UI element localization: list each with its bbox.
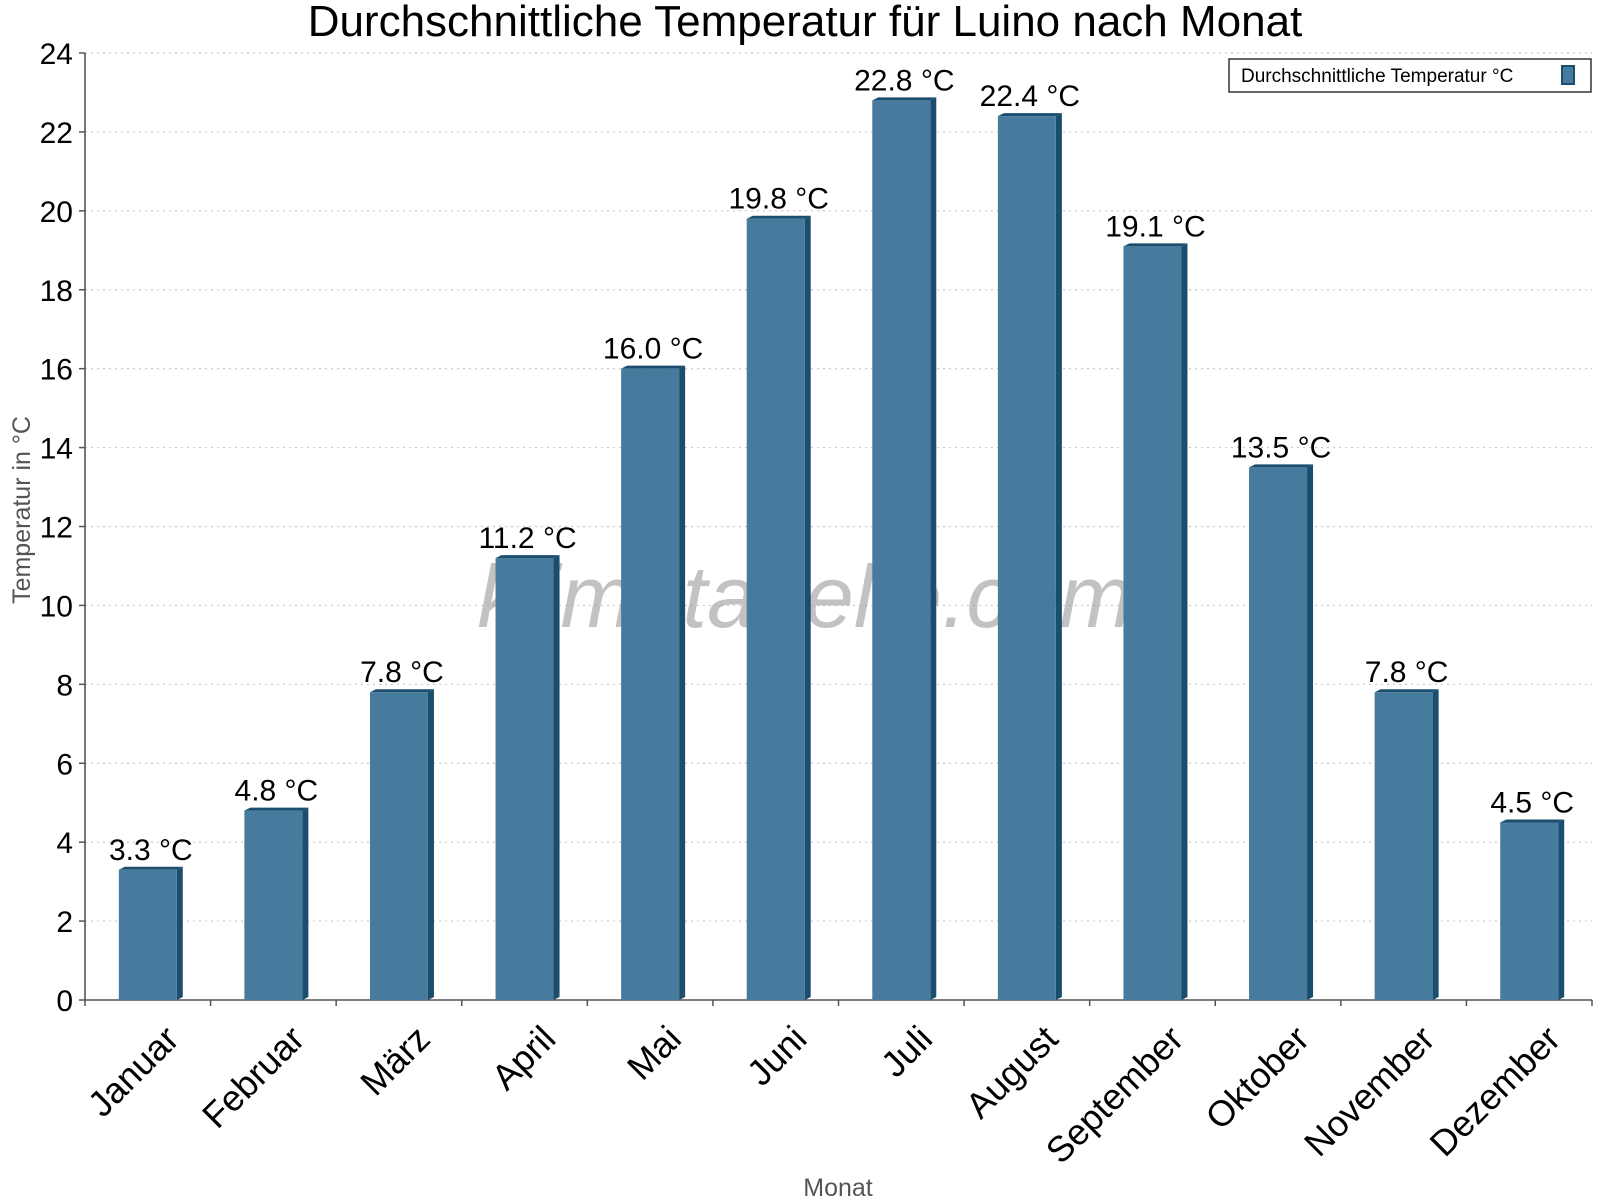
y-tick-label: 4 (56, 827, 73, 860)
bar-side-1 (176, 866, 183, 1000)
data-labels: 3.3 °C 4.8 °C 7.8 °C 11.2 °C 16.0 °C 19.8 °C 2… (109, 64, 1574, 866)
x-tick-label-1: Januar (80, 1018, 187, 1125)
x-tick-label-4: April (483, 1018, 563, 1098)
data-label-6: 19.8 °C (729, 183, 829, 216)
x-axis-title: Monat (803, 1174, 873, 1200)
bar-side-10 (1307, 464, 1314, 1000)
legend-swatch (1561, 65, 1575, 85)
data-label-4: 11.2 °C (478, 522, 576, 555)
data-label-1: 3.3 °C (109, 834, 193, 867)
bar-4 (495, 558, 554, 1000)
bar-side-8 (1055, 113, 1062, 1001)
y-tick-label: 12 (40, 512, 73, 545)
bar-side-7 (930, 97, 937, 1001)
y-tick-label: 22 (40, 117, 73, 150)
y-tick-label: 6 (56, 748, 73, 781)
data-label-3: 7.8 °C (360, 656, 444, 689)
bar-side-12 (1558, 819, 1565, 1000)
x-tick-label-8: August (957, 1018, 1065, 1126)
data-label-9: 19.1 °C (1105, 210, 1205, 243)
x-tick-label-6: Juni (739, 1018, 815, 1094)
x-axis-category-labels: Januar Februar März April Mai Juni Juli AugustS… (80, 1018, 1568, 1172)
x-tick-label-10: Oktober (1197, 1018, 1317, 1138)
data-label-2: 4.8 °C (235, 775, 319, 808)
bar-side-11 (1432, 689, 1439, 1000)
bar-10 (1249, 467, 1308, 1000)
y-tick-label: 24 (40, 38, 73, 71)
data-label-12: 4.5 °C (1490, 786, 1574, 819)
bar-top-3 (369, 689, 434, 693)
x-tick-label-11: November (1296, 1018, 1442, 1164)
bar-1 (118, 869, 177, 1000)
x-tick-label-7: Juli (873, 1018, 940, 1085)
bar-top-2 (244, 807, 309, 811)
bar-7 (872, 100, 931, 1001)
bar-side-2 (302, 807, 309, 1000)
bars (118, 97, 1565, 1001)
bar-top-11 (1374, 689, 1439, 693)
y-tick-label: 18 (40, 275, 73, 308)
legend-label: Durchschnittliche Temperatur °C (1241, 66, 1513, 87)
x-tick-label-2: Februar (194, 1018, 312, 1136)
y-axis-title: Temperatur in °C (8, 416, 36, 604)
bar-top-10 (1249, 464, 1314, 468)
bar-top-5 (621, 365, 686, 369)
bar-side-9 (1181, 243, 1188, 1001)
y-tick-label: 14 (40, 433, 73, 466)
bar-side-5 (679, 365, 686, 1001)
bar-side-3 (427, 689, 434, 1000)
data-label-8: 22.4 °C (980, 80, 1080, 113)
bar-top-6 (746, 215, 811, 219)
bar-12 (1500, 822, 1559, 1000)
data-label-11: 7.8 °C (1365, 656, 1449, 689)
y-tick-label: 10 (40, 590, 73, 623)
bar-9 (1123, 246, 1182, 1001)
y-tick-label: 20 (40, 196, 73, 229)
bar-8 (997, 116, 1056, 1001)
chart-title: Durchschnittliche Temperatur für Luino n… (308, 0, 1303, 46)
y-tick-label: 0 (56, 985, 73, 1018)
bar-top-9 (1123, 243, 1188, 247)
y-tick-label: 8 (56, 669, 73, 702)
bar-top-4 (495, 555, 560, 559)
legend: Durchschnittliche Temperatur °C (1228, 58, 1592, 93)
gridlines (85, 52, 1592, 922)
axes (84, 53, 1593, 1006)
bar-2 (244, 810, 303, 1000)
x-tick-label-12: Dezember (1422, 1018, 1568, 1164)
data-label-7: 22.8 °C (854, 64, 954, 97)
data-label-5: 16.0 °C (603, 333, 703, 366)
bar-11 (1374, 692, 1433, 1000)
legend-box (1228, 58, 1592, 93)
bar-3 (369, 692, 428, 1000)
bar-top-1 (118, 866, 183, 870)
y-tick-label: 2 (56, 906, 73, 939)
bar-top-12 (1500, 819, 1565, 823)
bar-5 (621, 368, 680, 1001)
x-tick-label-3: März (352, 1018, 438, 1104)
bar-side-4 (553, 555, 560, 1000)
x-tick-label-9: September (1038, 1018, 1192, 1172)
x-tick-label-5: Mai (619, 1018, 689, 1088)
data-label-10: 13.5 °C (1231, 431, 1331, 464)
bar-top-8 (997, 113, 1062, 117)
bar-top-7 (872, 97, 937, 101)
bar-side-6 (804, 215, 811, 1001)
bar-6 (746, 218, 805, 1001)
y-tick-label: 16 (40, 354, 73, 387)
